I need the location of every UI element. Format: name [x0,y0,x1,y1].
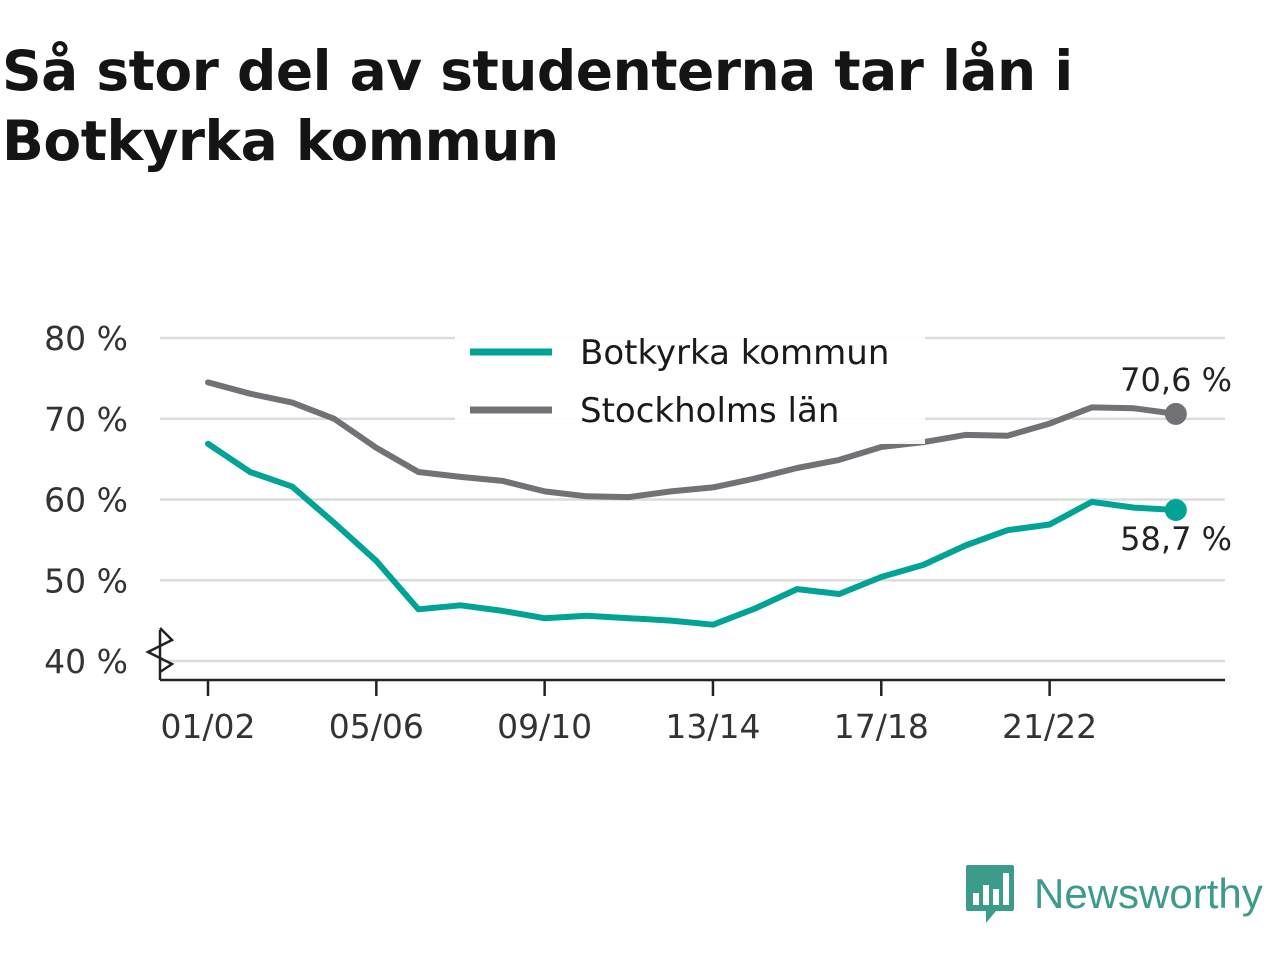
series-end-point [1164,402,1187,425]
chart-title: Så stor del av studenterna tar lån i Bot… [2,39,1073,173]
y-tick-label: 70 % [44,400,128,439]
y-tick-label: 80 % [44,319,128,358]
series-end-point [1164,498,1187,521]
x-tick-label: 13/14 [665,707,760,746]
series-line [205,379,1179,501]
brand: Newsworthy [964,862,1263,926]
x-tick-label: 17/18 [834,707,929,746]
end-value-label: 70,6 % [1120,361,1232,399]
x-tick-label: 09/10 [497,707,592,746]
legend-background [455,322,925,444]
grid-lines: 40 % 50 % 60 % 70 % 80 % [44,319,1225,681]
x-tick-label: 01/02 [160,707,255,746]
newsworthy-logo-icon [966,865,1014,923]
y-tick-label: 60 % [44,481,128,520]
legend-label: Botkyrka kommun [580,333,889,373]
series-lines [205,379,1187,628]
axes: 01/02 05/06 09/10 13/14 17/18 21/22 [145,627,1225,746]
y-tick-label: 40 % [44,642,128,681]
series-line [205,440,1179,628]
brand-name: Newsworthy [1034,870,1263,917]
end-value-label: 58,7 % [1120,520,1232,558]
x-tick-label: 05/06 [329,707,424,746]
end-labels: 58,7 % 70,6 % [1120,361,1232,558]
y-axis-break [145,627,175,674]
y-tick-label: 50 % [44,561,128,600]
x-tick-label: 21/22 [1002,707,1097,746]
legend-label: Stockholms län [580,391,839,431]
legend: Botkyrka kommun Stockholms län [455,322,925,444]
